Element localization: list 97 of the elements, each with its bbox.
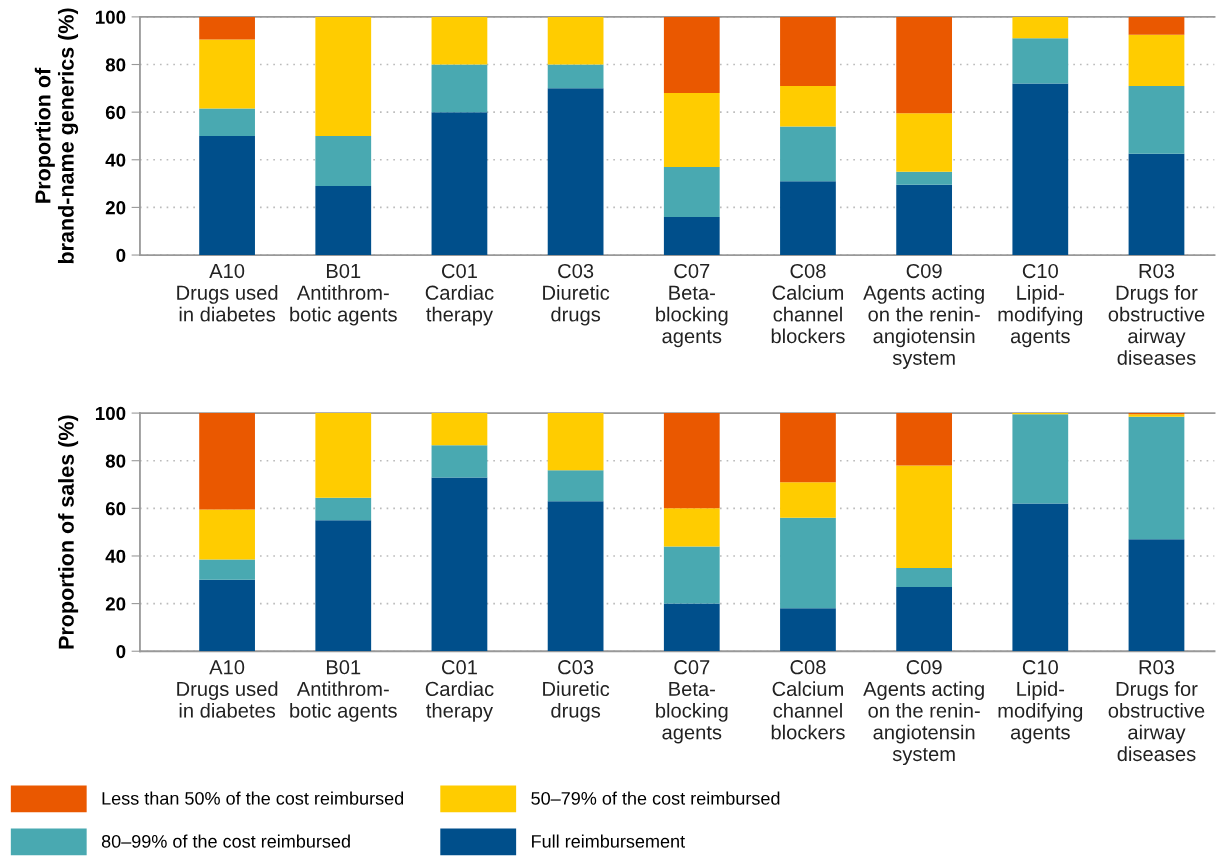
bar <box>431 413 488 446</box>
x-tick-label: C07 Beta- blocking agents <box>656 263 728 348</box>
bar <box>199 579 255 652</box>
bar <box>199 509 255 560</box>
x-tick-label: C08 Calcium channel blockers <box>771 660 845 740</box>
bar <box>780 608 836 652</box>
x-tick-label: C01 Cardiac therapy <box>425 660 494 722</box>
bar <box>431 112 488 256</box>
bar <box>1012 414 1069 504</box>
bar <box>547 16 604 65</box>
bar <box>896 586 953 652</box>
x-tick-label: C03 Diuretic drugs <box>543 263 610 326</box>
bar <box>896 465 953 568</box>
bar <box>547 413 604 471</box>
y-tick-label: 20 <box>105 597 126 611</box>
bar <box>547 501 604 652</box>
bar <box>1012 83 1069 256</box>
bar <box>547 470 604 502</box>
x-tick-label: R03 Drugs for obstructive airway diseases <box>1108 660 1205 762</box>
y-tick-label: 100 <box>95 10 126 24</box>
y-tick-label: 40 <box>105 153 126 167</box>
y-axis-title: Proportion of brand-name generics (%) <box>34 8 79 264</box>
bar <box>663 216 720 256</box>
legend-label: 50–79% of the cost reimbursed <box>531 791 780 805</box>
bar <box>663 166 720 217</box>
bar <box>431 16 488 65</box>
bar <box>1128 85 1185 154</box>
y-tick-label: 0 <box>116 248 126 263</box>
bar <box>199 16 255 40</box>
bar <box>1012 16 1069 39</box>
x-tick-label: C09 Agents acting on the renin- angiotensin system <box>863 263 984 369</box>
bar <box>199 108 255 136</box>
bar <box>780 126 836 182</box>
bar <box>199 559 255 580</box>
bar <box>431 445 488 478</box>
bar <box>780 413 836 483</box>
bar <box>315 135 372 186</box>
x-tick-label: A10 Drugs used in diabetes <box>177 660 278 718</box>
legend-label: Full reimbursement <box>532 834 685 848</box>
bar <box>780 85 836 127</box>
x-tick-label: C10 Lipid- modifying agents <box>998 263 1083 348</box>
bar <box>547 88 604 256</box>
bar <box>1128 416 1185 540</box>
y-tick-label: 60 <box>105 502 126 516</box>
x-tick-label: C08 Calcium channel blockers <box>771 263 845 344</box>
legend-label: 80–99% of the cost reimbursed <box>101 834 350 848</box>
y-tick-label: 60 <box>105 105 126 120</box>
x-tick-label: B01 Antithrom- botic agents <box>290 660 397 722</box>
bar <box>431 477 488 652</box>
bar <box>315 16 372 136</box>
bar <box>199 413 255 510</box>
bar <box>780 16 836 86</box>
x-tick-label: C10 Lipid- modifying agents <box>998 660 1083 744</box>
bar <box>896 16 953 114</box>
y-axis-title: Proportion of sales (%) <box>58 415 79 649</box>
bar <box>896 413 953 466</box>
bar <box>315 520 372 652</box>
bar <box>780 517 836 609</box>
x-tick-label: B01 Antithrom- botic agents <box>290 263 397 326</box>
bar <box>663 508 720 547</box>
bar <box>896 113 953 172</box>
x-tick-label: C01 Cardiac therapy <box>425 263 494 326</box>
bar <box>780 482 836 518</box>
x-tick-label: A10 Drugs used in diabetes <box>177 263 278 322</box>
bar <box>199 39 255 109</box>
bar <box>663 413 720 509</box>
bar <box>1128 539 1185 652</box>
y-tick-label: 40 <box>105 549 126 563</box>
legend-label: Less than 50% of the cost reimbursed <box>102 791 404 805</box>
bar <box>1128 16 1185 35</box>
bar <box>663 93 720 167</box>
bar <box>315 497 372 521</box>
bar <box>1128 153 1185 256</box>
bar <box>1128 34 1185 86</box>
y-tick-label: 100 <box>95 406 126 421</box>
x-tick-label: R03 Drugs for obstructive airway diseases <box>1108 263 1205 365</box>
x-tick-label: C03 Diuretic drugs <box>543 660 610 722</box>
bar <box>896 171 953 185</box>
bar <box>1012 38 1069 84</box>
bar <box>547 64 604 89</box>
y-tick-label: 80 <box>105 58 126 72</box>
y-tick-label: 80 <box>105 454 126 468</box>
y-tick-label: 0 <box>116 644 126 659</box>
bar <box>663 546 720 604</box>
bar <box>431 64 488 113</box>
bar <box>315 185 372 256</box>
bar <box>896 567 953 587</box>
y-tick-label: 20 <box>105 201 126 215</box>
bar <box>663 16 720 94</box>
bar <box>1012 503 1069 652</box>
bar <box>663 603 720 652</box>
x-tick-label: C09 Agents acting on the renin- angiotensin system <box>863 660 984 766</box>
x-tick-label: C07 Beta- blocking agents <box>656 660 728 744</box>
bar <box>315 413 372 498</box>
bar <box>780 181 836 256</box>
bar <box>199 135 255 256</box>
bar <box>896 184 953 256</box>
